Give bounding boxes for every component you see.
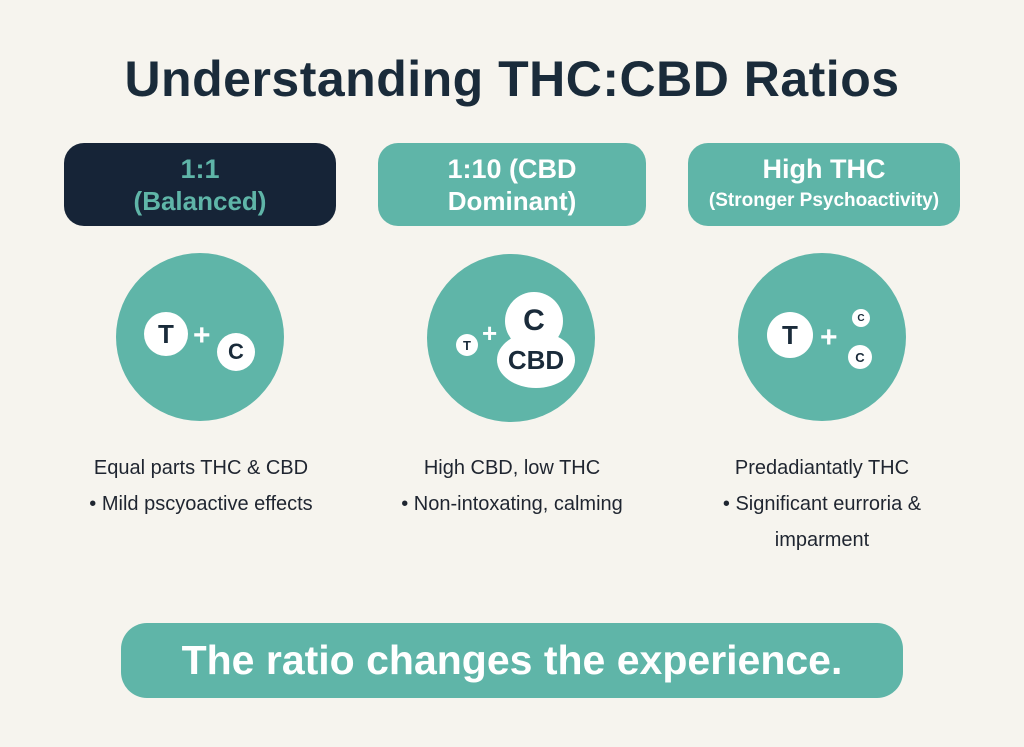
description-line: Predadiantatly THC [734,457,910,479]
ratio-header-line2: Dominant) [447,185,577,216]
ratio-circle-cbd-dominant: T + C CBD [427,254,595,422]
description-bullet: • Significant eurroria & [722,493,922,515]
ratio-header-cbd-dominant: 1:10 (CBD Dominant) [378,143,646,226]
cbd-molecule-small-icon: C [852,309,870,327]
cbd-molecule-icon: C [848,345,872,369]
plus-icon: + [482,318,498,348]
thc-molecule-icon: T [144,312,188,356]
description-line: High CBD, low THC [423,457,601,479]
plus-icon: + [820,321,838,354]
cbd-molecule-large-icon: CBD [497,332,575,388]
ratio-header-line1: 1:1 [180,153,220,184]
thc-molecule-icon: T [456,334,478,356]
ratio-description-cbd-dominant: High CBD, low THC • Non-intoxating, calm… [362,450,662,522]
ratio-circle-high-thc: T + C C [738,253,906,421]
thc-molecule-icon: T [767,312,813,358]
ratio-description-balanced: Equal parts THC & CBD • Mild pscyoactive… [51,450,351,522]
ratio-header-line2: (Balanced) [133,185,267,216]
ratio-header-line1: High THC [762,153,886,184]
cbd-molecule-icon: C [217,333,255,371]
ratio-description-high-thc: Predadiantatly THC • Significant eurrori… [672,450,972,558]
description-bullet: • Non-intoxating, calming [401,493,623,515]
ratio-header-high-thc: High THC (Stronger Psychoactivity) [688,143,960,226]
plus-icon: + [193,319,211,352]
ratio-header-line1: 1:10 (CBD [447,153,577,184]
ratio-header-balanced: 1:1 (Balanced) [64,143,336,226]
ratio-header-line2: (Stronger Psychoactivity) [708,189,940,211]
ratio-circle-balanced: T + C [116,253,284,421]
description-line: Equal parts THC & CBD [93,457,309,479]
description-bullet: • Mild pscyoactive effects [89,493,313,515]
page-title: Understanding THC:CBD Ratios [124,51,900,107]
description-bullet-continued: imparment [774,529,870,551]
summary-banner: The ratio changes the experience. [121,623,903,698]
